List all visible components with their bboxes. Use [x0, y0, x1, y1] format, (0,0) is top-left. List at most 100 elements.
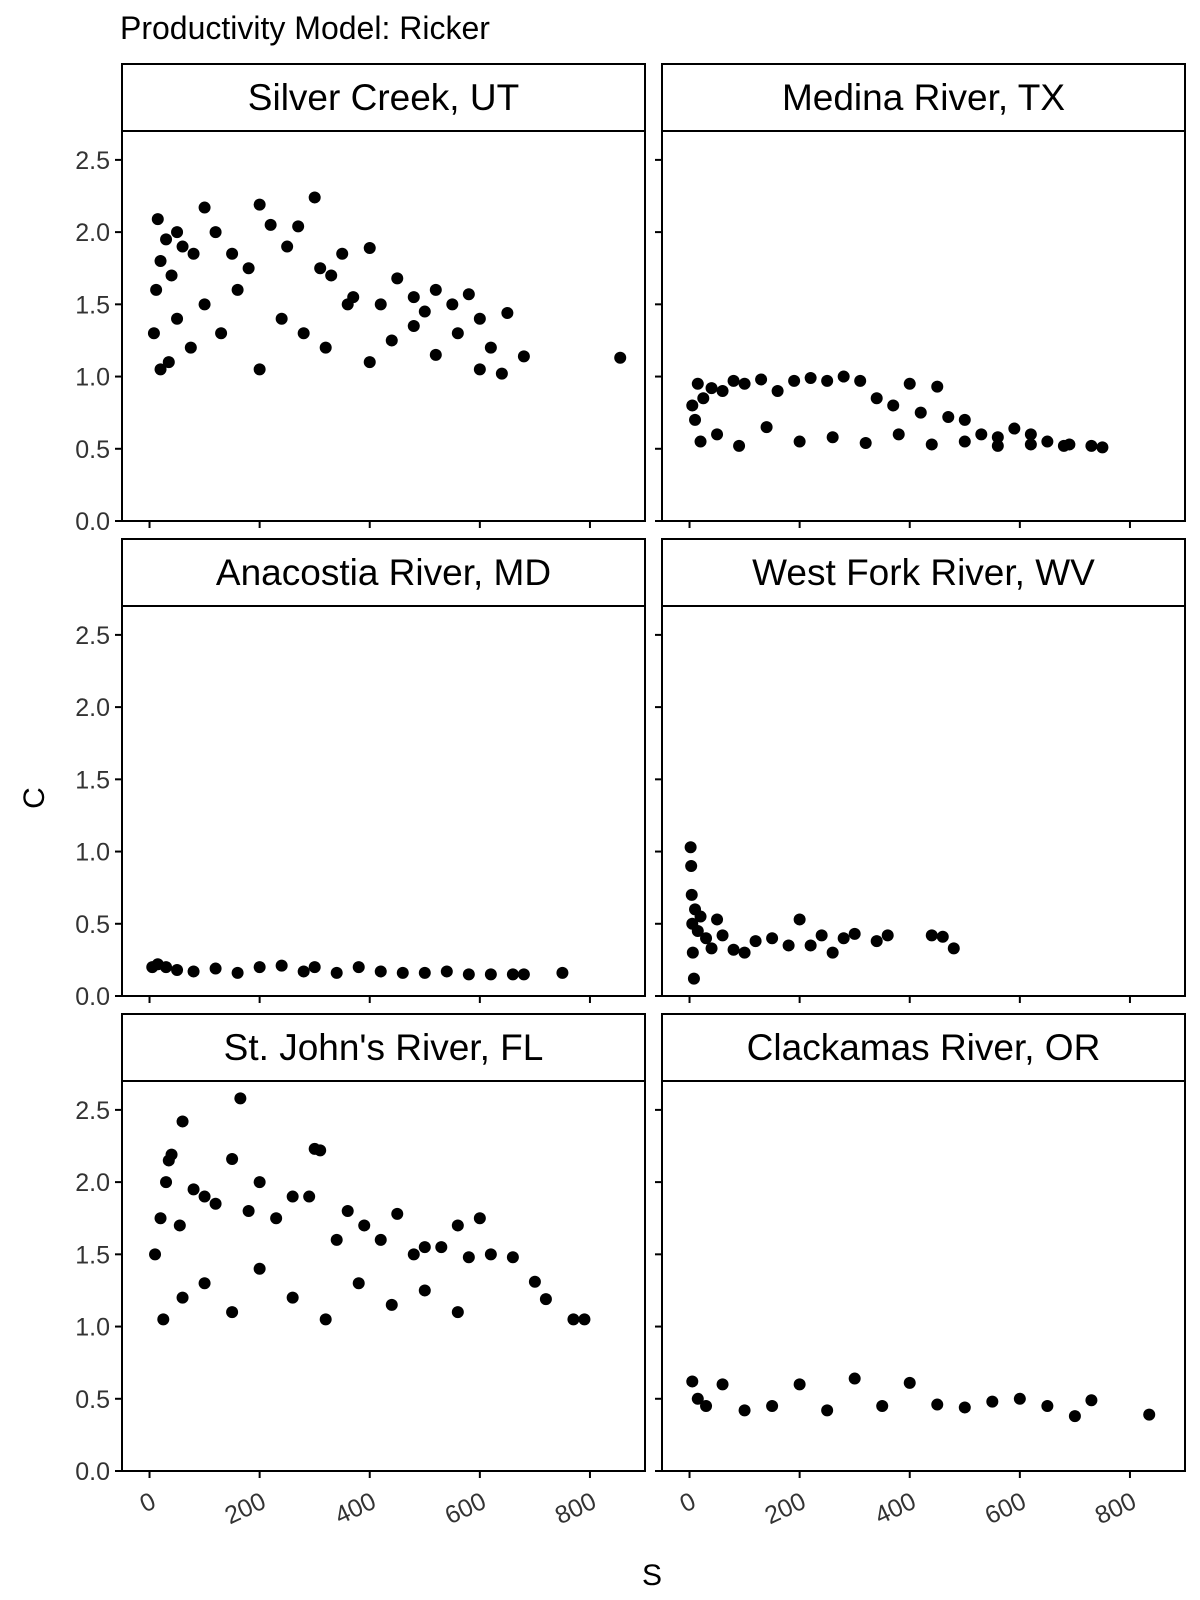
data-point	[686, 946, 699, 959]
data-point	[881, 929, 894, 942]
facet-strip-label: West Fork River, WV	[752, 552, 1095, 593]
data-point	[341, 298, 354, 311]
y-tick-label: 2.5	[75, 622, 110, 650]
data-point	[176, 240, 189, 253]
data-point	[242, 262, 255, 275]
y-tick-label: 2.0	[75, 1169, 110, 1197]
data-point	[821, 374, 834, 387]
data-point	[788, 374, 801, 387]
y-tick-label: 2.5	[75, 1097, 110, 1125]
data-point	[804, 939, 817, 952]
data-point	[150, 283, 163, 296]
y-tick-label: 1.0	[75, 839, 110, 867]
y-tick-label: 0.5	[75, 1386, 110, 1414]
panel-frame	[661, 605, 1186, 997]
facet-strip	[121, 63, 646, 132]
x-tick-label: 800	[1091, 1487, 1141, 1530]
data-point	[876, 1400, 889, 1412]
data-point	[473, 363, 486, 376]
data-point	[149, 1248, 162, 1261]
y-tick-label: 0.0	[75, 508, 110, 536]
data-point	[451, 1219, 464, 1232]
y-tick-label: 0.5	[75, 436, 110, 464]
data-point	[473, 312, 486, 325]
data-point	[495, 367, 508, 380]
data-point	[418, 966, 431, 979]
data-point	[391, 1207, 404, 1220]
data-point	[691, 377, 704, 390]
facet-strip	[121, 1013, 646, 1082]
data-point	[755, 373, 768, 386]
data-point	[435, 1241, 448, 1254]
y-tick-label: 2.5	[75, 147, 110, 175]
data-point	[319, 1313, 332, 1326]
data-point	[226, 1306, 239, 1319]
x-tick-label: 0	[676, 1487, 700, 1518]
data-point	[198, 1277, 211, 1290]
data-point	[697, 392, 710, 405]
data-point	[975, 428, 988, 441]
data-point	[209, 1197, 222, 1210]
data-point	[766, 932, 779, 945]
data-point	[716, 385, 729, 397]
data-point	[187, 965, 200, 978]
y-tick-label: 2.0	[75, 694, 110, 722]
data-point	[336, 247, 349, 260]
y-tick-label: 0.5	[75, 911, 110, 939]
data-point	[689, 413, 702, 426]
data-point	[686, 399, 699, 412]
facet-strip	[121, 538, 646, 607]
data-point	[1096, 441, 1109, 454]
data-point	[1041, 1400, 1054, 1412]
data-point	[925, 438, 938, 451]
data-point	[187, 1183, 200, 1196]
data-point	[738, 946, 751, 959]
data-point	[234, 1092, 247, 1105]
data-point	[176, 1115, 189, 1128]
data-point	[253, 363, 266, 376]
panel-frame	[661, 130, 1186, 522]
data-point	[352, 961, 365, 974]
data-point	[446, 298, 459, 311]
data-point	[418, 1284, 431, 1297]
data-point	[162, 356, 175, 369]
data-point	[870, 392, 883, 405]
data-point	[171, 226, 184, 239]
data-point	[270, 1212, 283, 1225]
data-point	[1041, 435, 1054, 448]
data-point	[684, 841, 697, 854]
data-point	[407, 291, 420, 304]
data-point	[859, 437, 872, 449]
data-point	[314, 1144, 327, 1157]
data-point	[462, 968, 475, 981]
data-point	[826, 946, 839, 959]
data-point	[231, 966, 244, 979]
data-point	[782, 939, 795, 952]
data-point	[352, 1277, 365, 1290]
facet-panel: Medina River, TX	[655, 63, 1186, 528]
x-axis-label: S	[642, 1559, 662, 1592]
data-point	[614, 351, 627, 364]
data-point	[694, 910, 707, 923]
data-point	[826, 431, 839, 444]
data-point	[517, 350, 530, 363]
data-point	[738, 1404, 751, 1417]
data-point	[171, 964, 184, 976]
data-point	[991, 439, 1004, 452]
x-tick-label: 600	[441, 1487, 491, 1530]
data-point	[528, 1275, 541, 1288]
data-point	[165, 269, 178, 282]
x-tick-label: 0	[136, 1487, 160, 1518]
facet-strip	[661, 1013, 1186, 1082]
y-tick-label: 1.5	[75, 1241, 110, 1269]
data-point	[160, 1176, 173, 1189]
data-point	[292, 220, 305, 233]
data-point	[198, 201, 211, 214]
data-point	[396, 966, 409, 979]
data-point	[848, 1372, 861, 1385]
data-point	[700, 932, 713, 945]
data-point	[253, 961, 266, 974]
data-point	[319, 341, 332, 354]
data-point	[264, 218, 277, 231]
data-point	[429, 283, 442, 296]
